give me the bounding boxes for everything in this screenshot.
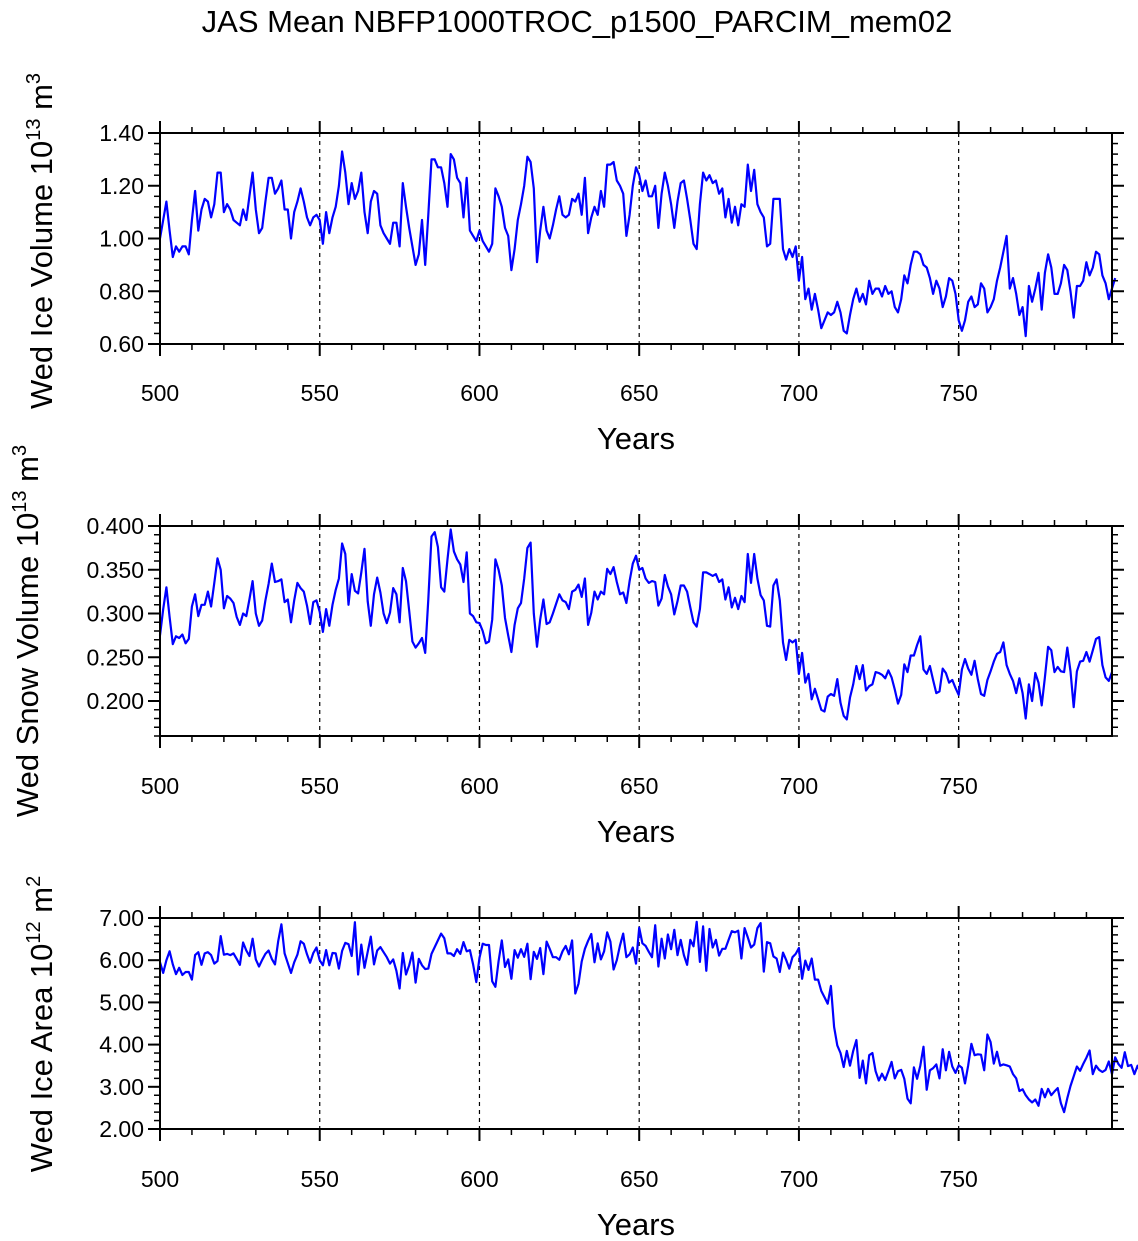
x-tick-label: 750 [939, 380, 977, 406]
x-tick-label: 600 [460, 773, 498, 799]
panel-ice-area: 500 550 600 650 700 750 2.00 3.00 4.00 5.00 6.00 7.… [23, 876, 1138, 1241]
panel-snow-volume: 500 550 600 650 700 750 0.200 0.250 0.300 0.350 0.… [9, 445, 1124, 849]
y-tick-label: 6.00 [99, 947, 144, 973]
y-axis-label: Wed Ice Volume 1013 m3 [23, 73, 59, 409]
x-axis-label: Years [597, 421, 675, 456]
x-tick-label: 550 [301, 773, 339, 799]
x-tick-label: 700 [780, 1166, 818, 1192]
y-tick-label: 5.00 [99, 989, 144, 1015]
y-axis-label: Wed Snow Volume 1013 m3 [9, 445, 45, 817]
series-line [158, 528, 1114, 721]
x-tick-label: 700 [780, 380, 818, 406]
y-tick-label: 3.00 [99, 1074, 144, 1100]
y-tick-label: 0.350 [86, 557, 144, 583]
x-tick-label: 750 [939, 773, 977, 799]
series-line [158, 920, 1138, 1114]
y-tick-label: 4.00 [99, 1032, 144, 1058]
y-tick-label: 0.300 [86, 601, 144, 627]
series-line [158, 150, 1117, 338]
x-tick-label: 650 [620, 380, 658, 406]
y-tick-label: 0.250 [86, 644, 144, 670]
y-tick-label: 2.00 [99, 1116, 144, 1142]
y-tick-label: 0.200 [86, 688, 144, 714]
x-tick-label: 700 [780, 773, 818, 799]
x-tick-label: 600 [460, 380, 498, 406]
x-tick-label: 550 [301, 1166, 339, 1192]
x-tick-label: 650 [620, 773, 658, 799]
y-tick-label: 1.40 [99, 120, 144, 146]
x-axis-label: Years [597, 1207, 675, 1241]
y-axis-label: Wed Ice Area 1012 m2 [23, 876, 59, 1172]
x-tick-label: 500 [141, 380, 179, 406]
y-tick-label: 0.80 [99, 278, 144, 304]
y-tick-label: 1.20 [99, 173, 144, 199]
plot-frame [159, 917, 1113, 1130]
x-tick-label: 500 [141, 1166, 179, 1192]
x-tick-label: 550 [301, 380, 339, 406]
y-tick-label: 0.400 [86, 513, 144, 539]
panel-ice-volume: 500 550 600 650 700 750 0.60 0.80 1.00 1.20 1.40 Ye… [23, 73, 1124, 456]
figure-title: JAS Mean NBFP1000TROC_p1500_PARCIM_mem02 [202, 4, 953, 39]
x-tick-label: 600 [460, 1166, 498, 1192]
plot-frame [159, 132, 1113, 345]
x-tick-label: 500 [141, 773, 179, 799]
y-tick-label: 1.00 [99, 226, 144, 252]
y-tick-label: 0.60 [99, 331, 144, 357]
y-tick-label: 7.00 [99, 905, 144, 931]
x-axis-label: Years [597, 814, 675, 849]
x-tick-label: 750 [939, 1166, 977, 1192]
x-tick-label: 650 [620, 1166, 658, 1192]
